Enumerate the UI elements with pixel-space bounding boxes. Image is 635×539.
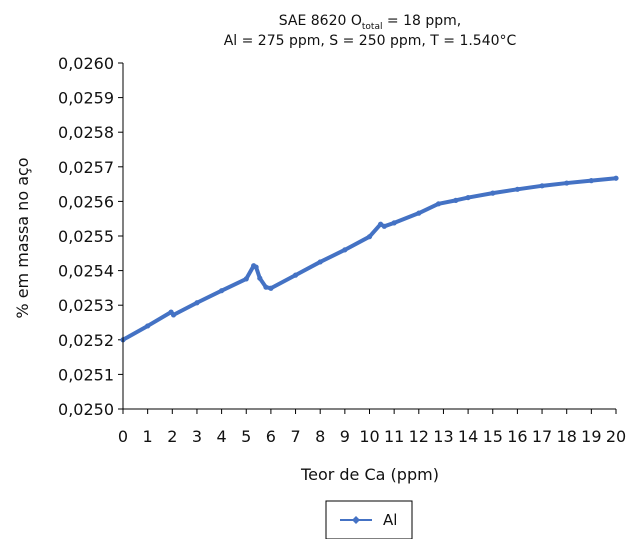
legend: Al: [325, 500, 413, 539]
data-point: [170, 312, 177, 318]
x-tick-label: 1: [143, 427, 153, 446]
x-axis-title: Teor de Ca (ppm): [300, 465, 439, 484]
x-tick-label: 18: [557, 427, 577, 446]
x-tick-label: 17: [532, 427, 552, 446]
x-tick-label: 0: [118, 427, 128, 446]
data-point: [342, 247, 348, 253]
data-point: [564, 180, 570, 186]
data-point: [416, 210, 422, 216]
x-tick-label: 14: [458, 427, 478, 446]
data-point: [381, 223, 387, 229]
x-tick-label: 3: [192, 427, 202, 446]
data-point: [465, 194, 471, 201]
x-tick-label: 11: [384, 427, 404, 446]
data-point: [253, 264, 259, 270]
y-axis-ticks: 0,0250 0,0251 0,0252 0,0253 0,0254 0,0255 0,02…: [58, 54, 123, 419]
y-tick-label: 0,0253: [58, 296, 114, 315]
data-point: [613, 175, 619, 181]
y-tick-label: 0,0257: [58, 158, 114, 177]
y-tick-label: 0,0260: [58, 54, 114, 73]
y-tick-label: 0,0255: [58, 227, 114, 246]
title-line-2: Al = 275 ppm, S = 250 ppm, T = 1.540°C: [224, 33, 517, 49]
data-point: [317, 259, 323, 265]
data-point: [453, 197, 459, 203]
legend-swatch-marker: [352, 516, 360, 524]
x-tick-label: 5: [241, 427, 251, 446]
x-tick-label: 12: [409, 427, 429, 446]
y-tick-label: 0,0259: [58, 89, 114, 108]
data-point: [539, 183, 545, 189]
series-layer: [120, 175, 619, 343]
data-point: [588, 178, 594, 184]
x-tick-label: 13: [433, 427, 453, 446]
y-tick-label: 0,0250: [58, 400, 114, 419]
x-tick-label: 9: [340, 427, 350, 446]
data-point: [391, 220, 397, 226]
data-point: [263, 284, 269, 290]
x-tick-label: 2: [167, 427, 177, 446]
y-tick-label: 0,0254: [58, 262, 114, 281]
x-tick-label: 19: [581, 427, 601, 446]
data-point: [435, 201, 442, 207]
data-point: [145, 323, 151, 329]
y-tick-label: 0,0258: [58, 123, 114, 142]
x-tick-label: 10: [359, 427, 379, 446]
data-point: [268, 285, 274, 291]
data-point: [243, 276, 249, 282]
title-line-1: SAE 8620 Ototal = 18 ppm,: [279, 13, 461, 32]
y-axis-title: % em massa no aço: [13, 157, 32, 318]
x-axis-ticks: 0 1 2 3 4 5 6 7 8 9 10 11 12 13 14 15 16 17 18 19 20: [118, 409, 626, 446]
y-tick-label: 0,0256: [58, 192, 114, 211]
x-tick-label: 8: [315, 427, 325, 446]
data-point: [490, 190, 496, 196]
legend-label-al: Al: [383, 511, 397, 529]
data-point: [219, 288, 225, 294]
chart-title: SAE 8620 Ototal = 18 ppm, Al = 275 ppm, …: [224, 13, 517, 49]
x-tick-label: 20: [606, 427, 626, 446]
y-tick-label: 0,0252: [58, 331, 114, 350]
x-tick-label: 16: [507, 427, 527, 446]
data-point: [257, 275, 263, 281]
data-point: [366, 234, 373, 240]
x-tick-label: 7: [290, 427, 300, 446]
data-point: [194, 300, 200, 306]
data-point: [292, 272, 299, 278]
series-line-al: [121, 176, 618, 342]
x-tick-label: 4: [217, 427, 227, 446]
x-tick-label: 15: [483, 427, 503, 446]
x-tick-label: 6: [266, 427, 276, 446]
data-point: [514, 186, 521, 192]
y-tick-label: 0,0251: [58, 365, 114, 384]
